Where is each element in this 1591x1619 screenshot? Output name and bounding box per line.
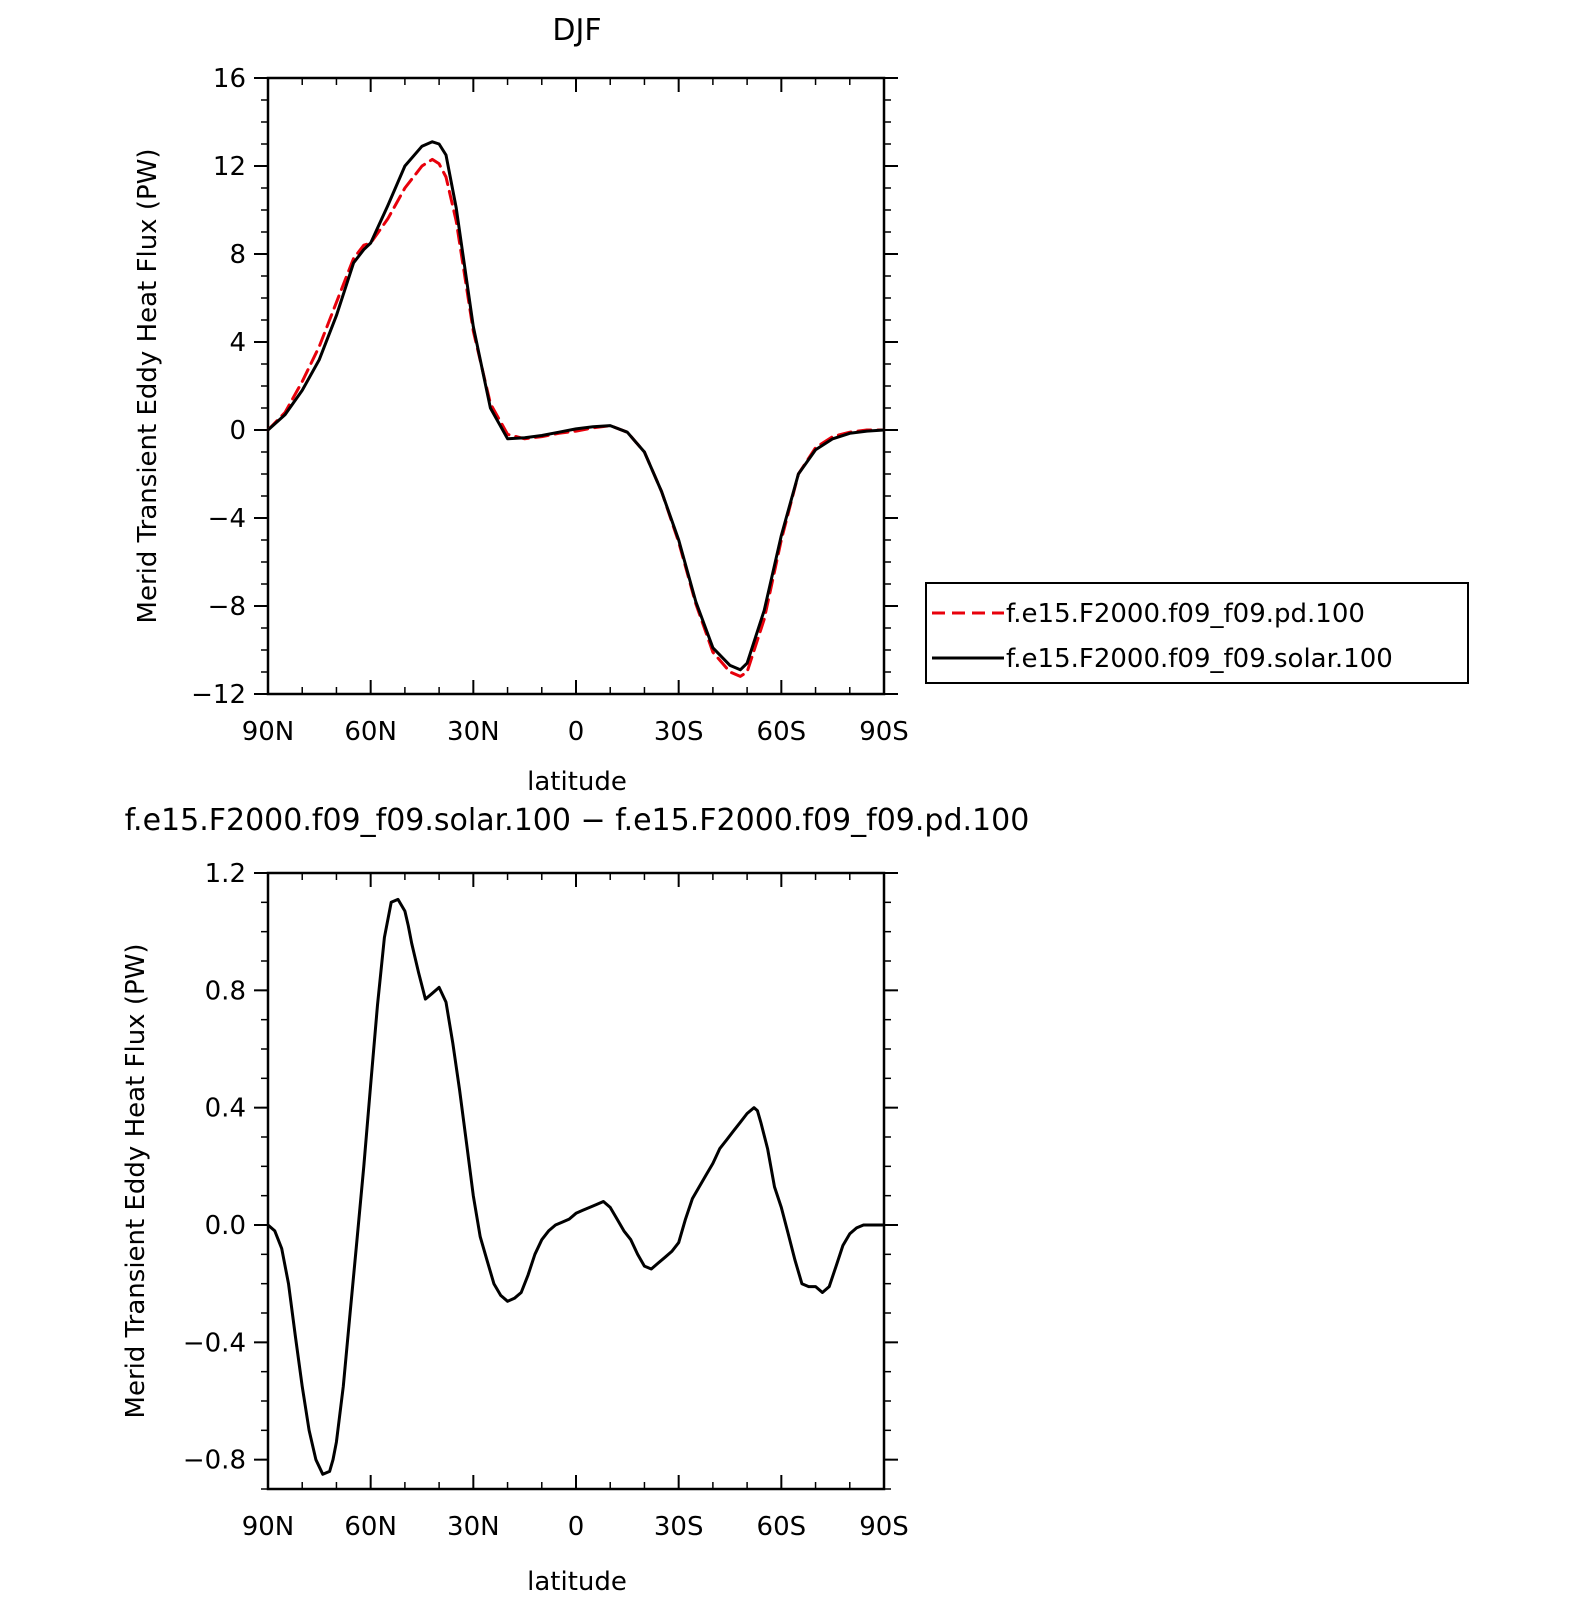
bottom-panel-difference: f.e15.F2000.f09_f09.solar.100 − f.e15.F2… [121,803,1029,1597]
x-axis-label-bottom: latitude [527,1567,627,1597]
x-tick-label: 90N [242,1512,295,1542]
top-panel-djf: DJF 90N 60N 30N 0 30S 60S 90S −12 −8 −4 0 4 8 12 16 l… [133,13,1469,797]
x-axis-ticks-bottom: 90N 60N 30N 0 30S 60S 90S [242,873,909,1542]
series-line-1 [266,140,886,672]
plot-frame-top [266,76,886,696]
y-tick-label: 0 [229,416,246,446]
x-tick-label: 60S [757,1512,807,1542]
chart-title-difference: f.e15.F2000.f09_f09.solar.100 − f.e15.F2… [125,803,1030,838]
y-axis-label-bottom: Merid Transient Eddy Heat Flux (PW) [121,944,151,1419]
y-axis-ticks-top: −12 −8 −4 0 4 8 12 16 [191,64,898,710]
y-tick-label: 16 [213,64,246,94]
y-tick-label: 0.4 [205,1094,246,1124]
x-tick-label: 60N [344,1512,397,1542]
y-tick-label: 8 [229,240,246,270]
x-tick-label: 90S [859,1512,909,1542]
plot-frame-bottom [266,871,886,1491]
y-tick-label: −12 [191,680,246,710]
legend-label-pd: f.e15.F2000.f09_f09.pd.100 [1006,599,1365,629]
x-axis-label-top: latitude [527,767,627,797]
y-axis-ticks-bottom: −0.8 −0.4 0.0 0.4 0.8 1.2 [183,859,898,1490]
x-tick-label: 30N [447,717,500,747]
x-tick-label: 30S [654,1512,704,1542]
y-tick-label: 0.0 [205,1211,246,1241]
x-tick-label: 30S [654,717,704,747]
x-axis-ticks-top: 90N 60N 30N 0 30S 60S 90S [242,78,909,747]
series-line-0 [266,897,886,1476]
y-tick-label: 12 [213,152,246,182]
x-tick-label: 60S [757,717,807,747]
series-lines-bottom [266,897,886,1476]
x-tick-label: 90N [242,717,295,747]
series-line-0 [266,157,886,678]
y-tick-label: −4 [208,504,246,534]
x-tick-label: 30N [447,1512,500,1542]
legend: f.e15.F2000.f09_f09.pd.100 f.e15.F2000.f… [925,582,1469,684]
y-tick-label: −0.4 [183,1328,246,1358]
legend-label-solar: f.e15.F2000.f09_f09.solar.100 [1006,644,1393,674]
chart-title-djf: DJF [552,13,601,48]
y-tick-label: 1.2 [205,859,246,889]
x-tick-label: 90S [859,717,909,747]
x-tick-label: 0 [568,717,585,747]
y-tick-label: −0.8 [183,1446,246,1476]
series-lines-top [266,140,886,678]
y-axis-label-top: Merid Transient Eddy Heat Flux (PW) [133,149,163,624]
x-tick-label: 60N [344,717,397,747]
y-tick-label: −8 [208,592,246,622]
y-tick-label: 4 [229,328,246,358]
y-tick-label: 0.8 [205,976,246,1006]
x-tick-label: 0 [568,1512,585,1542]
legend-box [925,582,1469,684]
